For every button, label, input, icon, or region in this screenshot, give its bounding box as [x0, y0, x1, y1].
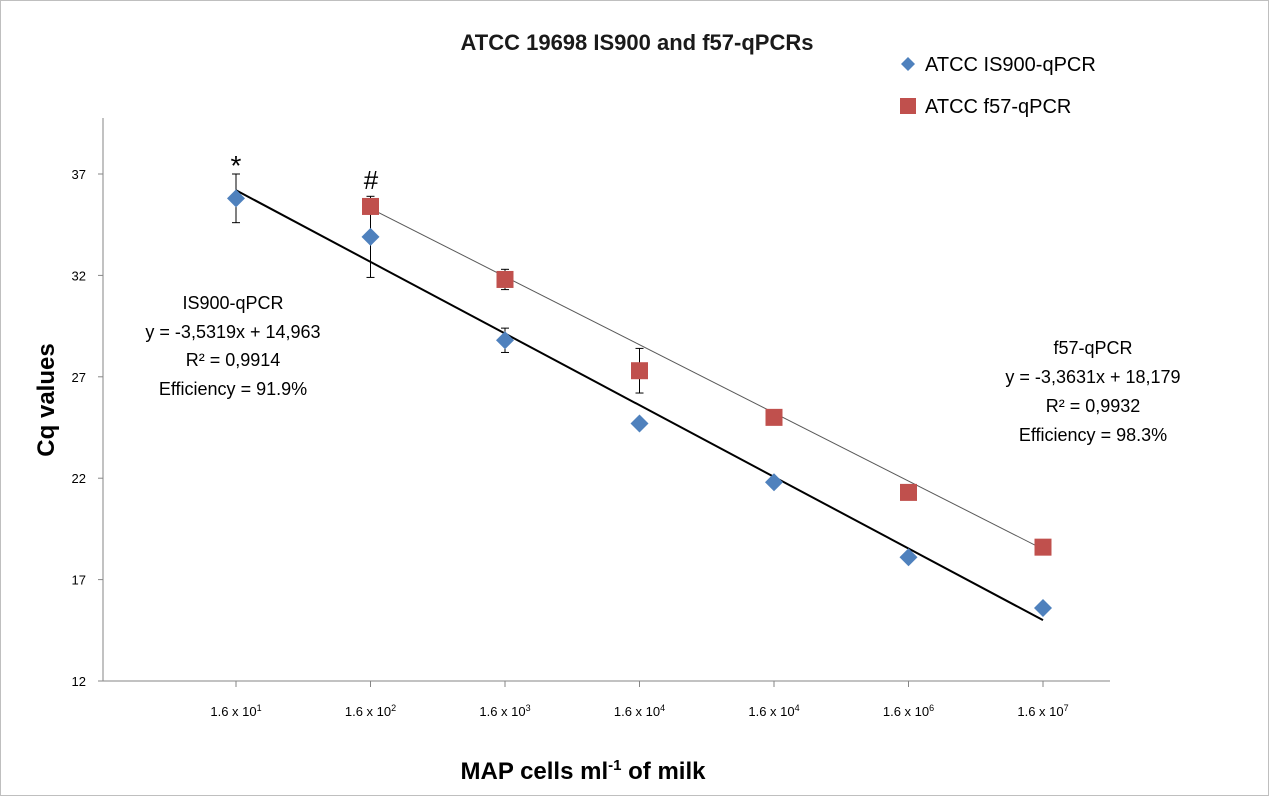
- is900-data-point: [496, 331, 514, 350]
- x-tick-label-exponent: 6: [929, 703, 934, 713]
- is900-data-point: [361, 227, 380, 246]
- x-axis-title-tail: of milk: [621, 758, 706, 785]
- x-tick-label: 1.6 x 104: [614, 703, 665, 719]
- is900-annotation-efficiency: Efficiency = 91.9%: [159, 379, 307, 399]
- y-tick-label: 17: [72, 573, 86, 588]
- chart-title: ATCC 19698 IS900 and f57-qPCRs: [461, 30, 814, 55]
- f57-trendline: [370, 208, 1044, 550]
- f57-data-point: [765, 408, 783, 426]
- x-tick-label: 1.6 x 101: [210, 703, 261, 719]
- x-tick-label-base: 1.6 x 10: [1017, 704, 1063, 719]
- data-points: [227, 189, 1052, 617]
- x-axis-title-superscript: -1: [608, 757, 621, 774]
- is900-data-point: [630, 414, 649, 433]
- f57-data-point: [900, 483, 917, 501]
- x-tick-label-exponent: 7: [1064, 703, 1069, 713]
- x-tick-label-base: 1.6 x 10: [479, 704, 525, 719]
- is900-data-point: [765, 473, 783, 492]
- y-axis-title: Cq values: [33, 343, 60, 456]
- y-tick-label: 37: [72, 167, 86, 182]
- is900-annotation-equation: y = -3,5319x + 14,963: [145, 322, 320, 342]
- f57-annotation-equation: y = -3,3631x + 18,179: [1005, 367, 1180, 387]
- hash-annotation: #: [364, 165, 379, 195]
- f57-annotation-title: f57-qPCR: [1053, 338, 1132, 358]
- x-tick-label: 1.6 x 103: [479, 703, 530, 719]
- x-tick-label: 1.6 x 104: [748, 703, 799, 719]
- x-tick-label-exponent: 1: [257, 703, 262, 713]
- is900-annotation-r2: R² = 0,9914: [186, 350, 281, 370]
- legend-label: ATCC IS900-qPCR: [925, 54, 1096, 76]
- f57-data-point: [362, 197, 379, 215]
- x-tick-label: 1.6 x 102: [345, 703, 396, 719]
- is900-data-point: [227, 189, 245, 208]
- x-tick-label-base: 1.6 x 10: [883, 704, 929, 719]
- x-tick-label-exponent: 4: [795, 703, 800, 713]
- x-tick-label-base: 1.6 x 10: [614, 704, 660, 719]
- y-tick-label: 32: [72, 268, 86, 283]
- star-annotation: *: [231, 150, 242, 181]
- legend-square-marker: [900, 98, 916, 114]
- x-tick-label: 1.6 x 106: [883, 703, 934, 719]
- legend: ATCC IS900-qPCR ATCC f57-qPCR: [900, 54, 1096, 118]
- f57-data-point: [1034, 538, 1052, 556]
- y-tick-label: 27: [72, 370, 86, 385]
- f57-data-point: [496, 270, 514, 288]
- x-axis-title-main: MAP cells ml: [461, 758, 609, 785]
- legend-diamond-marker: [901, 57, 915, 71]
- x-tick-label-exponent: 2: [391, 703, 396, 713]
- x-tick-label-exponent: 3: [526, 703, 531, 713]
- is900-data-point: [899, 548, 918, 567]
- x-tick-label: 1.6 x 107: [1017, 703, 1068, 719]
- y-tick-label: 22: [72, 471, 86, 486]
- x-axis-title: MAP cells ml-1 of milk: [461, 757, 707, 785]
- f57-data-point: [631, 362, 648, 380]
- x-tick-label-base: 1.6 x 10: [748, 704, 794, 719]
- legend-label: ATCC f57-qPCR: [925, 96, 1071, 118]
- x-tick-label-base: 1.6 x 10: [210, 704, 256, 719]
- x-tick-label-base: 1.6 x 10: [345, 704, 391, 719]
- y-tick-label: 12: [72, 674, 86, 689]
- x-tick-label-exponent: 4: [660, 703, 665, 713]
- f57-annotation-efficiency: Efficiency = 98.3%: [1019, 425, 1167, 445]
- is900-annotation-title: IS900-qPCR: [182, 293, 283, 313]
- is900-data-point: [1034, 598, 1052, 617]
- f57-annotation-r2: R² = 0,9932: [1046, 396, 1141, 416]
